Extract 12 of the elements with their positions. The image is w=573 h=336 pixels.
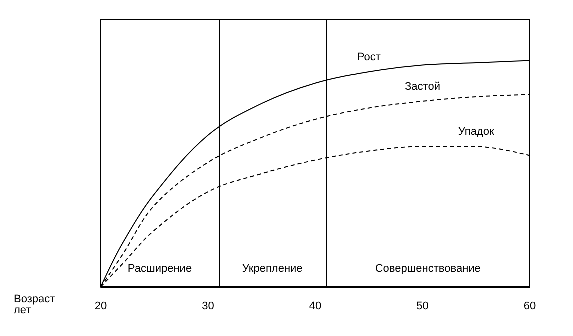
x-tick-label: 50 (416, 300, 429, 312)
x-tick-label: 30 (202, 300, 214, 312)
x-tick-label: 40 (309, 300, 322, 312)
annotation: Совершенствование (375, 262, 481, 275)
x-tick-label: 20 (94, 300, 108, 312)
annotation: Укрепление (242, 262, 303, 275)
series-label: Упадок (458, 126, 495, 138)
x-tick-label: 60 (524, 300, 536, 312)
series-label: Рост (357, 52, 381, 64)
x-axis-title: Возраст лет (14, 294, 56, 316)
annotation: Расширение (128, 262, 192, 275)
series-label: Застой (405, 80, 440, 93)
